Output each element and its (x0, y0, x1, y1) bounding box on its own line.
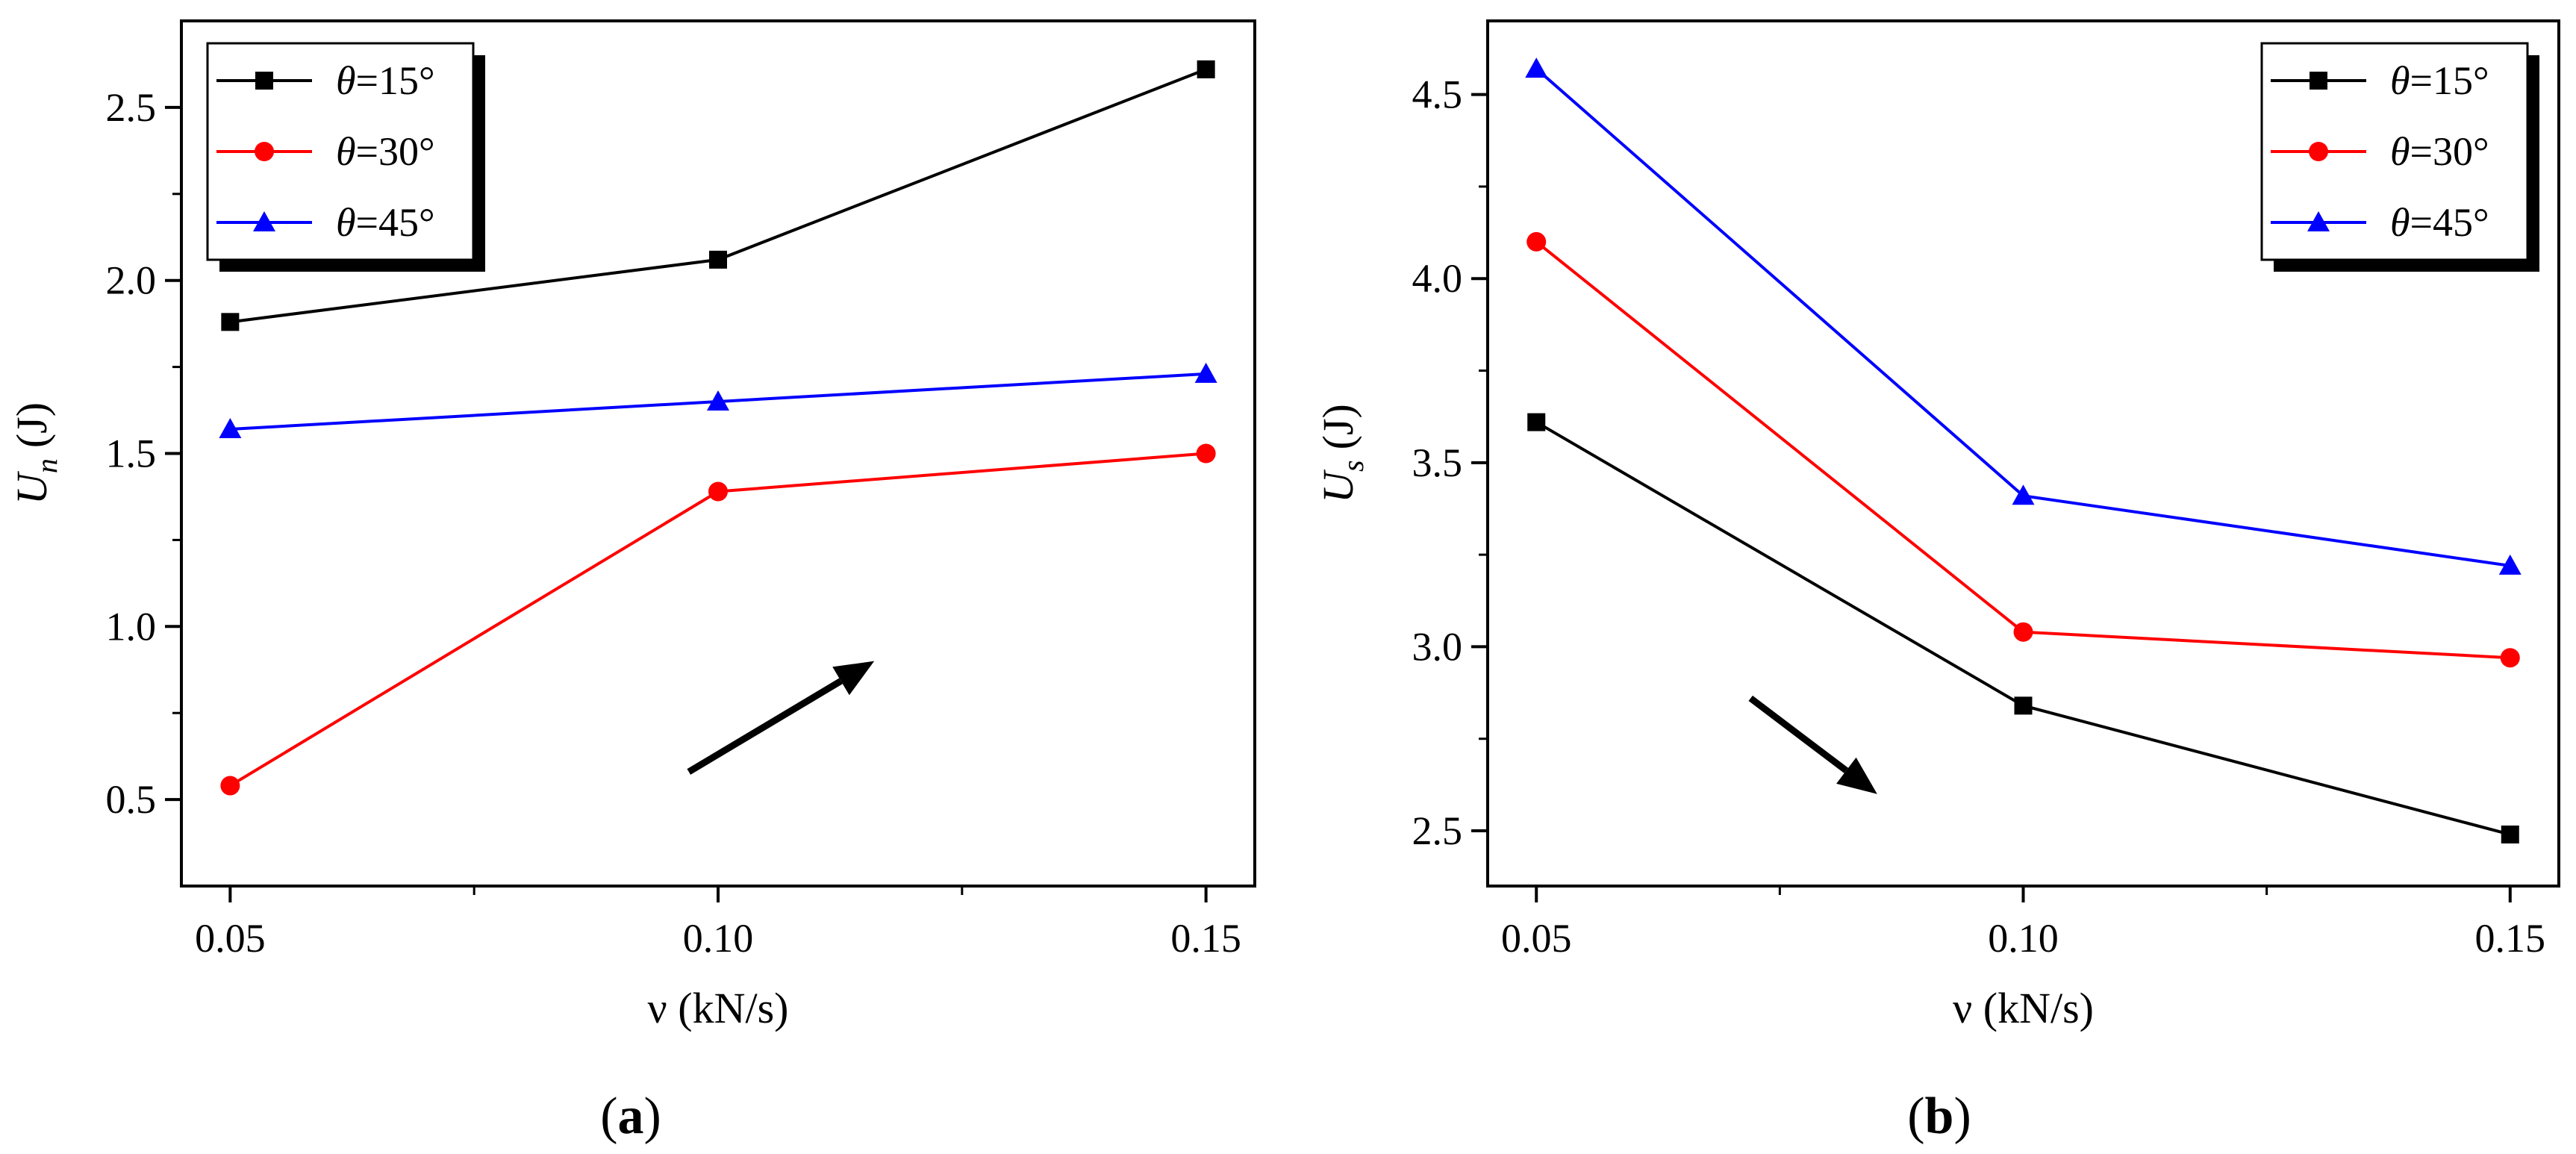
data-point-marker (1526, 231, 1547, 252)
panel-label-letter: b (1925, 1088, 1954, 1145)
x-tick-label: 0.05 (1501, 916, 1572, 961)
legend-label-value: =30° (2410, 129, 2489, 174)
legend-label-theta: θ (336, 129, 356, 174)
series-line (229, 452, 1206, 787)
y-axis-label-symbol: U (1314, 469, 1362, 503)
legend-label: θ=30° (336, 129, 435, 174)
legend-entry: θ=15° (2271, 58, 2489, 103)
data-point-marker (707, 390, 729, 411)
x-axis-label: ν (kN/s) (648, 984, 789, 1032)
legend-label: θ=30° (2390, 129, 2489, 174)
chart-a: 0.5 1.0 1.5 2.0 2.5 0.05 0.10 0.15 ν (kN/s) Un (J)… (7, 19, 1256, 1145)
data-point-marker (219, 418, 242, 439)
y-tick-label: 3.0 (1412, 624, 1463, 669)
legend-entry: θ=45° (216, 200, 435, 245)
data-point-marker (1197, 60, 1215, 78)
data-point-marker (220, 776, 240, 796)
series-0 (221, 60, 1215, 331)
data-point-marker (1194, 362, 1217, 383)
data-point-marker (2500, 648, 2520, 668)
y-axis-label-symbol: U (7, 470, 56, 505)
panel-label-close: ) (1953, 1088, 1971, 1145)
series-0 (1527, 413, 2519, 843)
chart-b: 2.5 3.0 3.5 4.0 4.5 0.05 0.10 0.15 ν (kN/s) Us (J)… (1314, 19, 2560, 1145)
panel-label-close: ) (644, 1088, 661, 1145)
legend-label-value: =15° (2410, 58, 2489, 103)
y-tick-label: 0.5 (106, 777, 157, 822)
data-point-marker (2013, 622, 2033, 642)
x-tick-label: 0.10 (683, 916, 754, 961)
series-line (1535, 240, 2510, 660)
series-2 (1525, 57, 2522, 575)
panel-label: (b) (1907, 1088, 1971, 1145)
legend-label-theta: θ (2390, 58, 2410, 103)
y-tick-label: 2.5 (106, 85, 157, 130)
legend-entry: θ=45° (2271, 200, 2489, 245)
legend-label-value: =45° (356, 200, 435, 245)
legend-label-value: =30° (356, 129, 435, 174)
y-axis-label-subscript: s (1336, 460, 1370, 472)
legend-label-theta: θ (2390, 200, 2410, 245)
series-2 (219, 362, 1217, 439)
y-tick-label: 1.0 (106, 604, 157, 649)
data-point-marker (2309, 142, 2328, 161)
data-point-marker (2014, 696, 2033, 715)
data-point-marker (255, 142, 274, 161)
series-1 (220, 443, 1216, 796)
y-axis-label-subscript: n (30, 458, 63, 473)
legend: θ=15°θ=30°θ=45° (206, 42, 485, 272)
data-point-marker (255, 72, 273, 90)
panel-label: (a) (600, 1088, 661, 1145)
data-point-marker (708, 481, 728, 502)
data-point-marker (2310, 72, 2327, 90)
x-tick-label: 0.10 (1988, 916, 2059, 961)
panel-label-open: ( (600, 1088, 617, 1145)
legend-label: θ=45° (336, 200, 435, 245)
y-axis-label-unit: (J) (1314, 404, 1362, 449)
legend-label-theta: θ (336, 58, 356, 103)
legend-label-theta: θ (2390, 129, 2410, 174)
legend-label-value: =45° (2410, 200, 2489, 245)
data-point-marker (2501, 825, 2519, 843)
y-tick-label: 4.5 (1412, 72, 1463, 117)
panel-label-letter: a (618, 1088, 644, 1145)
data-point-marker (1196, 443, 1216, 464)
x-axis-label: ν (kN/s) (1953, 984, 2094, 1032)
x-tick-label: 0.15 (1170, 916, 1241, 961)
legend-label-theta: θ (336, 200, 356, 245)
legend-entry: θ=15° (216, 58, 435, 103)
panel-label-open: ( (1907, 1088, 1924, 1145)
x-tick-label: 0.15 (2475, 916, 2546, 961)
y-axis-label: Un (J) (7, 402, 63, 505)
legend: θ=15°θ=30°θ=45° (2260, 42, 2539, 272)
y-tick-label: 1.5 (106, 431, 157, 476)
x-tick-label: 0.05 (195, 916, 266, 961)
data-point-marker (1525, 57, 1548, 78)
legend-label: θ=15° (2390, 58, 2489, 103)
data-point-marker (253, 211, 275, 231)
data-point-marker (2012, 484, 2035, 505)
legend-label: θ=15° (336, 58, 435, 103)
y-tick-label: 2.5 (1412, 808, 1463, 853)
y-tick-label: 4.0 (1412, 256, 1463, 301)
legend-entry: θ=30° (216, 129, 435, 174)
y-axis-label-unit: (J) (7, 402, 56, 448)
data-point-marker (709, 250, 727, 269)
trend-arrow-shaft (687, 678, 843, 775)
y-axis-label: Us (J) (1314, 404, 1370, 503)
legend-label: θ=45° (2390, 200, 2489, 245)
data-point-marker (221, 313, 240, 331)
trend-arrow-head (832, 661, 875, 696)
trend-arrow-shaft (1748, 695, 1849, 773)
series-1 (1526, 231, 2520, 668)
data-point-marker (1527, 413, 1546, 431)
data-point-marker (2498, 554, 2522, 575)
y-tick-label: 2.0 (106, 258, 157, 303)
data-point-marker (2307, 211, 2330, 231)
trend-arrow-head (1836, 757, 1877, 794)
legend-label-value: =15° (356, 58, 435, 103)
legend-entry: θ=30° (2271, 129, 2489, 174)
y-tick-label: 3.5 (1412, 440, 1463, 485)
